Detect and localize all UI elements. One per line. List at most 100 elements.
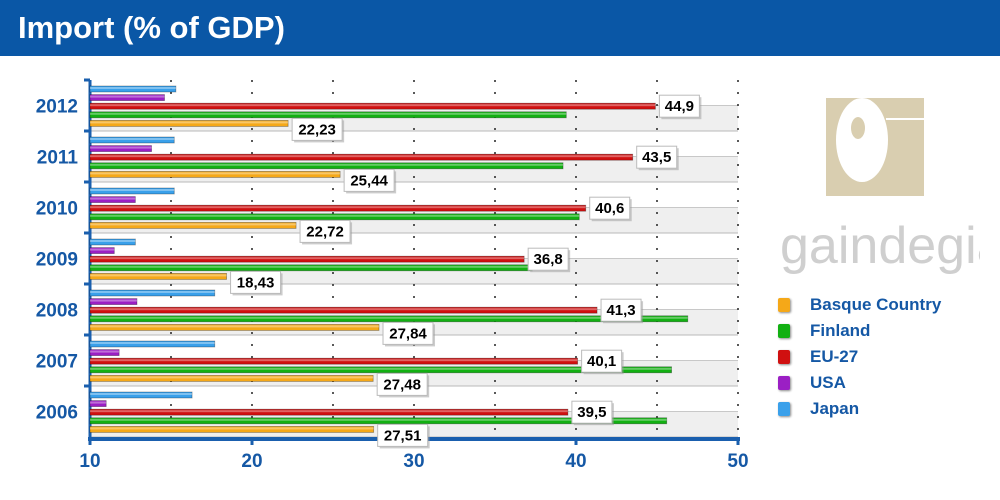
legend-label: Japan [810, 399, 860, 418]
bar-highlight [90, 248, 115, 251]
bar-highlight [90, 223, 297, 226]
data-label: 41,3 [606, 302, 635, 319]
x-tick-label: 30 [403, 451, 424, 472]
bar-usa [89, 298, 138, 306]
bar-body [89, 238, 136, 246]
bar-highlight [90, 265, 533, 268]
bar-basque-country [89, 323, 380, 331]
bar-body [89, 366, 672, 374]
data-label: 22,72 [306, 223, 344, 240]
data-label-box [658, 94, 700, 118]
bar-basque-country [89, 272, 227, 280]
data-label: 40,6 [595, 200, 624, 217]
bar-highlight [90, 401, 107, 404]
legend-label: EU-27 [810, 347, 859, 366]
data-label-box [382, 321, 434, 345]
x-tick-label: 40 [565, 451, 586, 472]
bar-body [89, 187, 175, 195]
bar-body [89, 145, 152, 153]
bar-body [89, 102, 656, 110]
bar-body [89, 94, 165, 101]
gaindegia-logo: gaindegia [780, 98, 980, 275]
bar-highlight [90, 427, 374, 430]
bar-japan [89, 187, 175, 195]
bar-eu-27 [89, 255, 525, 263]
data-label-box [589, 196, 631, 220]
bar-highlight [90, 393, 193, 395]
bar-body [89, 120, 289, 127]
bar-highlight [90, 410, 568, 413]
bar-highlight [90, 155, 633, 158]
data-label: 27,51 [384, 427, 422, 444]
legend-swatch [778, 376, 790, 390]
legend-item: EU-27 [778, 344, 941, 370]
bar-body [89, 196, 136, 204]
year-label: 2012 [36, 97, 78, 118]
data-label-box [600, 298, 642, 322]
data-label-box [299, 219, 351, 243]
bar-eu-27 [89, 357, 579, 365]
legend-label: USA [810, 373, 846, 392]
year-label: 2010 [36, 199, 78, 220]
legend-item: Finland [778, 318, 941, 344]
bar-highlight [90, 163, 564, 166]
legend-item: USA [778, 370, 941, 396]
x-tick-label: 10 [79, 451, 100, 472]
legend: Basque Country Finland EU-27 USA Japan [778, 292, 941, 422]
bar-highlight [90, 308, 598, 311]
bar-highlight [90, 299, 137, 302]
bar-highlight [90, 291, 215, 293]
bar-japan [89, 340, 216, 348]
bar-finland [89, 366, 672, 374]
bar-basque-country [89, 221, 297, 229]
bar-highlight [90, 350, 120, 353]
bar-body [89, 272, 227, 280]
bar-body [89, 306, 598, 314]
svg-text:gaindegia: gaindegia [780, 217, 980, 275]
year-label: 2008 [36, 301, 78, 322]
bar-body [89, 349, 120, 357]
bar-body [89, 153, 634, 161]
bar-highlight [90, 376, 374, 379]
bar-highlight [90, 240, 136, 242]
bar-body [89, 213, 580, 221]
bar-highlight [90, 95, 165, 98]
data-label-box [376, 372, 428, 396]
bar-eu-27 [89, 408, 569, 416]
bar-eu-27 [89, 102, 656, 110]
bar-body [89, 136, 175, 144]
bar-body [89, 255, 525, 263]
bar-highlight [90, 342, 215, 344]
bar-usa [89, 145, 152, 153]
data-label-box [343, 168, 395, 192]
bar-japan [89, 289, 216, 297]
bar-usa [89, 247, 115, 255]
bar-highlight [90, 146, 152, 149]
bar-body [89, 298, 138, 306]
year-label: 2007 [36, 352, 78, 373]
bar-eu-27 [89, 204, 587, 212]
bar-eu-27 [89, 153, 634, 161]
x-tick-label: 50 [727, 451, 748, 472]
legend-swatch [778, 350, 790, 364]
legend-label: Finland [810, 321, 871, 340]
bar-basque-country [89, 170, 341, 178]
data-label-box [636, 145, 678, 169]
bar-body [89, 323, 380, 331]
bar-chart: 10 20 30 40 50 2012 2011 2010 2009 2008 2007 2006 44… [36, 78, 749, 472]
bar-body [89, 289, 216, 297]
bar-body [89, 170, 341, 178]
bar-body [89, 204, 587, 212]
data-label-box [377, 423, 429, 447]
data-label-box [571, 400, 613, 424]
bar-finland [89, 264, 533, 272]
bar-usa [89, 196, 136, 204]
bar-finland [89, 111, 567, 119]
data-label-box [230, 270, 282, 294]
legend-swatch [778, 402, 790, 416]
bar-highlight [90, 274, 227, 277]
bar-highlight [90, 121, 289, 124]
bar-body [89, 417, 668, 425]
bar-highlight [90, 214, 580, 217]
bar-finland [89, 213, 580, 221]
